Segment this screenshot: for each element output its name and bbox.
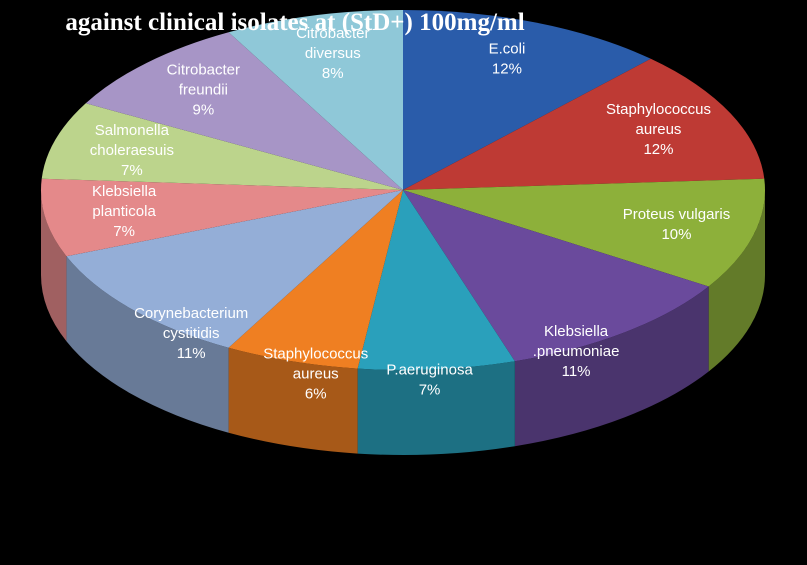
value-label: 11% xyxy=(562,363,591,380)
value-label: 12% xyxy=(492,60,522,77)
slice-label: diversus xyxy=(305,45,361,62)
value-label: 7% xyxy=(113,223,135,240)
slice-side xyxy=(514,286,709,447)
slice-label: choleraesuis xyxy=(90,142,174,159)
slice-side xyxy=(41,190,67,342)
slice-side xyxy=(708,190,765,372)
slice-label: Corynebacterium xyxy=(134,305,248,322)
slice xyxy=(85,32,404,190)
slice xyxy=(403,178,766,287)
value-label: 11% xyxy=(177,345,206,362)
slice-side xyxy=(228,347,358,454)
value-label: 12% xyxy=(643,141,673,158)
slice-label: Citrobacter xyxy=(296,25,369,42)
slice-label: Klebsiella xyxy=(92,183,157,200)
slice-label: E.coli xyxy=(489,40,526,57)
slice xyxy=(357,190,515,370)
value-label: 6% xyxy=(305,385,327,402)
value-label: 10% xyxy=(661,226,691,243)
slice-label: Staphylococcus xyxy=(263,345,368,362)
slice-label: Citrobacter xyxy=(167,62,240,79)
slice xyxy=(41,103,403,190)
slice-label: planticola xyxy=(92,203,156,220)
pie-labels: E.coli 12% Staphylococcus aureus 12% Proteus … xyxy=(90,25,731,403)
slice-label: Salmonella xyxy=(95,122,170,139)
slice-side xyxy=(66,256,229,433)
slice xyxy=(403,190,709,362)
slice xyxy=(41,178,403,257)
slice-label: aureus xyxy=(293,365,339,382)
pie: E.coli 12% Staphylococcus aureus 12% Proteus … xyxy=(41,10,766,455)
slice-label: aureus xyxy=(636,121,682,138)
slice-label: Proteus vulgaris xyxy=(623,206,731,223)
slice xyxy=(228,10,403,190)
slice-label: cystitidis xyxy=(163,325,220,342)
value-label: 8% xyxy=(322,65,344,82)
slice-label: Klebsiella xyxy=(544,323,609,340)
slice-label: Staphylococcus xyxy=(606,101,711,118)
slice-label: .pneumoniae xyxy=(533,343,620,360)
slice xyxy=(403,58,765,191)
slice-label: freundii xyxy=(179,82,228,99)
value-label: 7% xyxy=(121,162,143,179)
slice xyxy=(66,190,404,348)
slice-side xyxy=(357,361,515,455)
chart-title: against clinical isolates at (StD+) 100m… xyxy=(65,9,524,36)
pie-tops xyxy=(41,10,766,370)
value-label: 7% xyxy=(419,382,441,399)
slice xyxy=(403,10,651,190)
value-label: 9% xyxy=(192,102,214,119)
pie-sides xyxy=(41,190,765,455)
slice xyxy=(228,190,403,369)
slice-label: P.aeruginosa xyxy=(386,362,473,379)
